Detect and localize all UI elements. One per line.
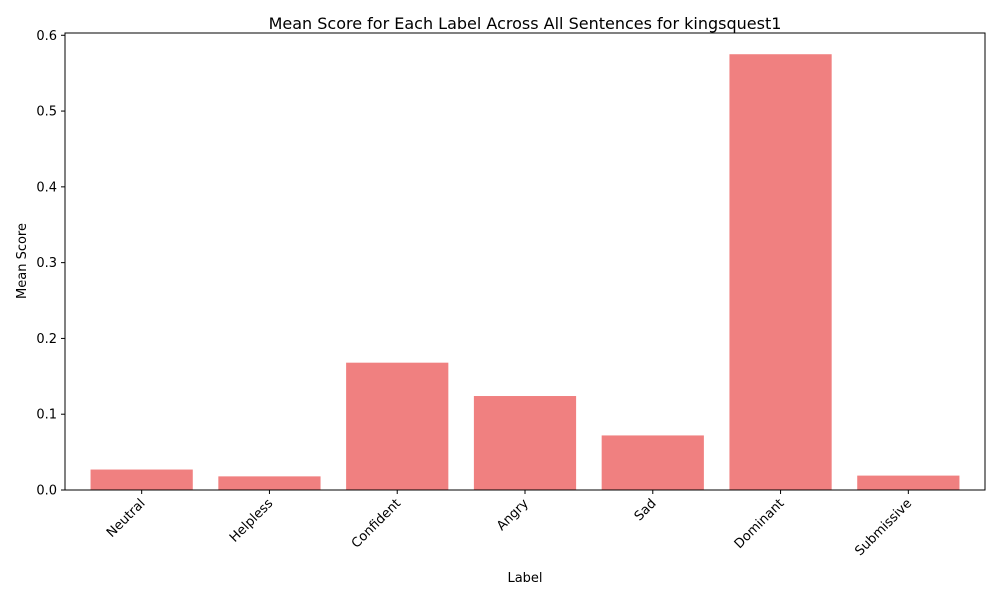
bar-confident (346, 362, 449, 490)
y-tick-label: 0.0 (36, 484, 57, 499)
y-tick-label: 0.5 (36, 105, 57, 120)
y-tick-label: 0.1 (36, 408, 57, 423)
bars-group (90, 54, 960, 491)
y-tick-label: 0.3 (36, 256, 57, 271)
bar-neutral (90, 469, 193, 490)
x-tick-label-confident: Confident (349, 496, 404, 551)
bar-angry (473, 396, 577, 490)
x-tick-label-helpless: Helpless (227, 496, 277, 546)
x-tick-label-angry: Angry (494, 496, 532, 534)
x-tick-label-submissive: Submissive (852, 496, 915, 559)
y-tick-label: 0.6 (36, 29, 57, 44)
y-tick-label: 0.2 (36, 332, 57, 347)
bar-dominant (729, 54, 832, 491)
x-tick-label-sad: Sad (632, 496, 660, 524)
y-axis: 0.0 0.1 0.2 0.3 0.4 0.5 0.6 (36, 29, 65, 499)
x-tick-label-dominant: Dominant (732, 496, 788, 552)
y-axis-label: Mean Score (15, 223, 30, 299)
plot-frame (64, 32, 986, 491)
x-axis-label: Label (507, 571, 542, 586)
x-tick-label-neutral: Neutral (104, 496, 149, 541)
y-tick-label: 0.4 (36, 180, 57, 195)
bar-sad (601, 435, 704, 490)
bar-helpless (218, 476, 321, 490)
bar-submissive (857, 475, 960, 490)
chart-title: Mean Score for Each Label Across All Sen… (269, 14, 782, 33)
x-axis: Neutral Helpless Confident Angry Sad Dominant… (104, 490, 915, 559)
